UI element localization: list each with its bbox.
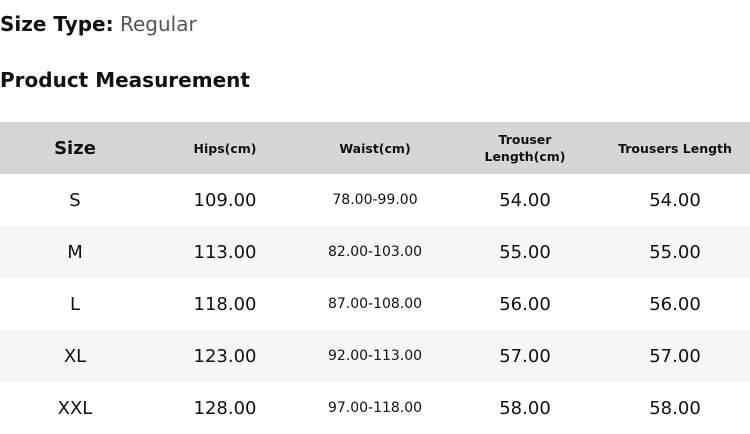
size-type-label: Size Type: — [0, 12, 114, 36]
cell-hips: 118.00 — [193, 293, 257, 315]
table-row: L 118.00 87.00-108.00 56.00 56.00 — [0, 278, 750, 330]
table-row: XXL 128.00 97.00-118.00 58.00 58.00 — [0, 382, 750, 434]
cell-waist: 92.00-113.00 — [327, 348, 423, 364]
cell-size: L — [69, 293, 81, 315]
section-title: Product Measurement — [0, 68, 250, 92]
cell-size: XXL — [57, 397, 93, 419]
cell-hips: 123.00 — [193, 345, 257, 367]
cell-trousers-length: 54.00 — [649, 189, 701, 211]
table-row: S 109.00 78.00-99.00 54.00 54.00 — [0, 174, 750, 226]
cell-waist: 78.00-99.00 — [332, 192, 418, 208]
header-trousers-length: Trousers Length — [618, 140, 732, 156]
cell-trouser-length: 54.00 — [499, 189, 551, 211]
cell-hips: 128.00 — [193, 397, 257, 419]
cell-trousers-length: 58.00 — [649, 397, 701, 419]
measurement-table: Size Hips(cm) Waist(cm) Trouser Length(c… — [0, 122, 750, 434]
header-trouser-length: Trouser Length(cm) — [484, 132, 566, 164]
cell-trouser-length: 57.00 — [499, 345, 551, 367]
table-row: XL 123.00 92.00-113.00 57.00 57.00 — [0, 330, 750, 382]
header-size: Size — [54, 137, 96, 159]
table-row: M 113.00 82.00-103.00 55.00 55.00 — [0, 226, 750, 278]
cell-size: XL — [63, 345, 87, 367]
cell-trousers-length: 57.00 — [649, 345, 701, 367]
cell-trousers-length: 55.00 — [649, 241, 701, 263]
table-header: Size Hips(cm) Waist(cm) Trouser Length(c… — [0, 122, 750, 174]
cell-trousers-length: 56.00 — [649, 293, 701, 315]
cell-size: M — [67, 241, 83, 263]
size-type-value: Regular — [119, 12, 197, 36]
cell-size: S — [69, 189, 81, 211]
cell-hips: 113.00 — [193, 241, 257, 263]
cell-trouser-length: 58.00 — [499, 397, 551, 419]
header-trouser-length-cell: Trouser Length(cm) — [450, 122, 600, 174]
size-type: Size Type: Regular — [0, 12, 197, 36]
cell-trouser-length: 55.00 — [499, 241, 551, 263]
header-waist: Waist(cm) — [339, 140, 411, 156]
cell-hips: 109.00 — [193, 189, 257, 211]
cell-waist: 97.00-118.00 — [327, 400, 423, 416]
header-hips: Hips(cm) — [193, 140, 257, 156]
cell-waist: 87.00-108.00 — [327, 296, 423, 312]
cell-waist: 82.00-103.00 — [327, 244, 423, 260]
cell-trouser-length: 56.00 — [499, 293, 551, 315]
